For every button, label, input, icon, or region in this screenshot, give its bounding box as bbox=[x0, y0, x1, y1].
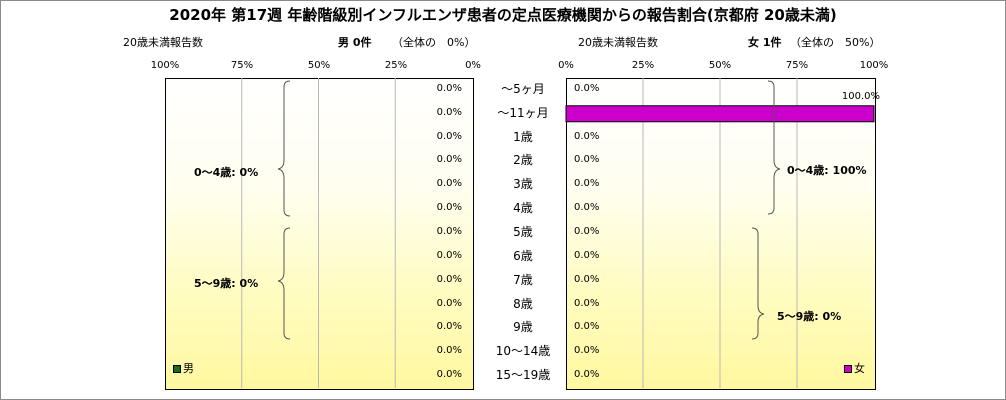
female-value-label: 0.0% bbox=[574, 154, 600, 166]
male-legend-swatch bbox=[173, 365, 181, 373]
male-value-label: 0.0% bbox=[436, 249, 462, 261]
female-value-label: 0.0% bbox=[574, 202, 600, 214]
male-value-label: 0.0% bbox=[436, 130, 462, 142]
female-bracket-5-9 bbox=[751, 227, 765, 340]
grid-lines bbox=[241, 78, 798, 388]
male-group-label-0-4: 0～4歳: 0% bbox=[194, 166, 259, 179]
age-label: ～5ヶ月 bbox=[501, 81, 545, 96]
female-tick-label: 0% bbox=[558, 60, 574, 71]
bars bbox=[565, 105, 875, 123]
female-value-label: 0.0% bbox=[574, 273, 600, 285]
male-value-label: 0.0% bbox=[436, 154, 462, 166]
age-label: 8歳 bbox=[513, 296, 533, 311]
female-value-label: 0.0% bbox=[574, 249, 600, 261]
male-value-label: 0.0% bbox=[436, 178, 462, 190]
age-label: 10～14歳 bbox=[495, 344, 551, 359]
male-tick-label: 75% bbox=[230, 60, 254, 71]
female-legend: 女 bbox=[844, 360, 865, 376]
male-value-label: 0.0% bbox=[436, 321, 462, 333]
male-count: 男 0件 bbox=[338, 36, 372, 49]
male-value-label: 0.0% bbox=[436, 297, 462, 309]
female-group-label-0-4: 0～4歳: 100% bbox=[787, 164, 867, 177]
female-value-label: 0.0% bbox=[574, 297, 600, 309]
male-value-label: 0.0% bbox=[436, 369, 462, 381]
male-tick-label: 100% bbox=[150, 60, 180, 71]
age-label: 3歳 bbox=[513, 177, 533, 192]
age-label: 15～19歳 bbox=[495, 368, 551, 383]
age-label: ～11ヶ月 bbox=[497, 105, 549, 120]
male-value-label: 0.0% bbox=[436, 202, 462, 214]
male-value-label: 0.0% bbox=[436, 273, 462, 285]
female-header-label: 20歳未満報告数 bbox=[578, 36, 658, 49]
age-label: 9歳 bbox=[513, 320, 533, 335]
female-value-label: 0.0% bbox=[574, 130, 600, 142]
female-value-label: 0.0% bbox=[574, 226, 600, 237]
female-count: 女 1件 bbox=[748, 36, 782, 49]
male-value-label: 0.0% bbox=[436, 106, 462, 118]
female-value-label: 0.0% bbox=[574, 345, 600, 357]
female-value-label: 0.0% bbox=[574, 82, 600, 94]
female-value-label: 0.0% bbox=[574, 178, 600, 190]
female-tick-label: 100% bbox=[859, 60, 889, 71]
female-plot-area bbox=[566, 78, 876, 390]
female-bracket-0-4 bbox=[767, 80, 781, 215]
age-label: 5歳 bbox=[513, 225, 533, 239]
female-legend-swatch bbox=[844, 365, 852, 373]
male-bracket-5-9 bbox=[277, 227, 291, 340]
female-legend-label: 女 bbox=[854, 362, 865, 375]
chart-title: 2020年 第17週 年齢階級別インフルエンザ患者の定点医療機関からの報告割合(… bbox=[169, 6, 837, 24]
male-tick-label: 50% bbox=[307, 60, 331, 71]
age-label: 6歳 bbox=[513, 248, 533, 263]
female-tick-label: 50% bbox=[708, 60, 732, 71]
male-value-label: 0.0% bbox=[436, 345, 462, 357]
male-group-label-5-9: 5～9歳: 0% bbox=[194, 277, 259, 290]
male-tick-label: 0% bbox=[465, 60, 481, 71]
female-share: （全体の 50%） bbox=[790, 36, 881, 49]
female-tick-label: 25% bbox=[631, 60, 655, 71]
male-legend-label: 男 bbox=[183, 362, 194, 375]
male-share: （全体の 0%） bbox=[392, 36, 476, 49]
age-label: 7歳 bbox=[513, 272, 533, 287]
male-plot-area bbox=[165, 78, 474, 390]
brackets bbox=[277, 80, 781, 340]
male-bracket-0-4 bbox=[277, 80, 291, 217]
male-header-label: 20歳未満報告数 bbox=[123, 36, 203, 49]
female-value-label: 0.0% bbox=[574, 321, 600, 333]
female-value-label: 0.0% bbox=[574, 369, 600, 381]
female-group-label-5-9: 5～9歳: 0% bbox=[777, 310, 842, 323]
female-tick-label: 75% bbox=[785, 60, 809, 71]
male-tick-label: 25% bbox=[384, 60, 408, 71]
age-label: 1歳 bbox=[513, 129, 533, 144]
male-legend: 男 bbox=[173, 360, 194, 376]
female-value-label: 100.0% bbox=[841, 90, 880, 102]
male-value-label: 0.0% bbox=[436, 226, 462, 237]
age-label: 2歳 bbox=[513, 153, 533, 168]
female-bar bbox=[565, 105, 875, 123]
male-value-label: 0.0% bbox=[436, 82, 462, 94]
age-label: 4歳 bbox=[513, 201, 533, 216]
